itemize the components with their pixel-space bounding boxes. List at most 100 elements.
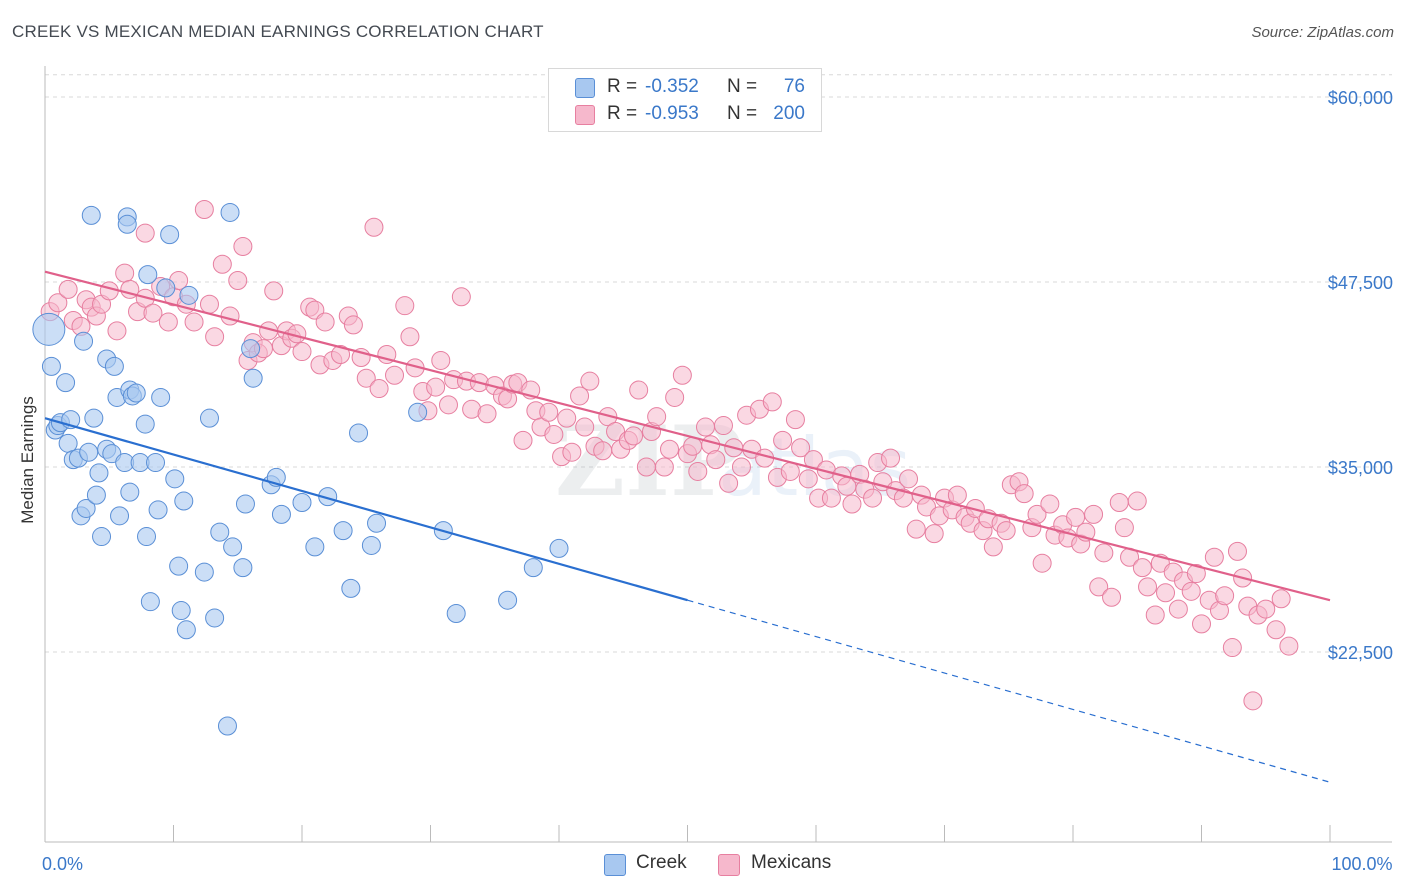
creek-point [194, 562, 214, 582]
mexicans-point [400, 327, 420, 347]
mexicans-point [58, 279, 78, 299]
mexicans-point [364, 217, 384, 237]
mexicans-point [233, 236, 253, 256]
mexicans-point [1145, 605, 1165, 625]
creek-point [84, 408, 104, 428]
creek-point [523, 558, 543, 578]
creek-point [169, 556, 189, 576]
x-tick-label: 0.0% [42, 854, 83, 874]
mexicans-point [1227, 541, 1247, 561]
mexicans-point [426, 377, 446, 397]
mexicans-point [731, 457, 751, 477]
mexicans-point [1222, 638, 1242, 658]
creek-trend-line [44, 417, 688, 602]
y-axis-title: Median Earnings [18, 396, 37, 524]
mexicans-point [881, 448, 901, 468]
mexicans-point [706, 450, 726, 470]
mexicans-point [1168, 599, 1188, 619]
mexicans-point [1215, 586, 1235, 606]
mexicans-point [557, 408, 577, 428]
mexicans-point [431, 350, 451, 370]
creek-point [220, 202, 240, 222]
mexicans-point [356, 368, 376, 388]
creek-point [110, 506, 130, 526]
y-tick-label: $47,500 [1328, 273, 1393, 293]
mexicans-point [1102, 587, 1122, 607]
mexicans-legend-label: Mexicans [751, 852, 832, 873]
mexicans-point [1132, 558, 1152, 578]
mexicans-r-value: -0.953 [645, 103, 699, 124]
mexicans-point [539, 402, 559, 422]
creek-point [292, 493, 312, 513]
mexicans-point [654, 457, 674, 477]
mexicans-point [593, 441, 613, 461]
creek-point [120, 482, 140, 502]
mexicans-point [624, 426, 644, 446]
mexicans-point [785, 410, 805, 430]
mexicans-point [395, 296, 415, 316]
mexicans-point [331, 345, 351, 365]
mexicans-point [385, 365, 405, 385]
mexicans-swatch [575, 105, 595, 125]
creek-point [408, 402, 428, 422]
creek-point [210, 522, 230, 542]
mexicans-point [205, 327, 225, 347]
mexicans-point [695, 417, 715, 437]
x-tick-label: 100.0% [1331, 854, 1392, 874]
mexicans-point [1181, 581, 1201, 601]
creek-point [233, 558, 253, 578]
creek-point [32, 312, 66, 346]
mexicans-point [184, 312, 204, 332]
creek-legend-label: Creek [636, 852, 687, 873]
creek-point [135, 414, 155, 434]
creek-point [140, 592, 160, 612]
mexicans-point [1204, 547, 1224, 567]
creek-r-value: -0.352 [645, 76, 699, 97]
mexicans-point [629, 380, 649, 400]
mexicans-n-label: N = [727, 103, 758, 124]
source-label: Source: ZipAtlas.com [1251, 24, 1394, 41]
tick-labels: $22,500 $35,000 $47,500 $60,000 0.0% 100.0% [42, 88, 1393, 874]
mexicans-point [1271, 589, 1291, 609]
mexicans-points [40, 199, 1299, 711]
mexicans-point [1186, 564, 1206, 584]
creek-point [89, 463, 109, 483]
mexicans-point [199, 294, 219, 314]
mexicans-point [842, 494, 862, 514]
creek-point [271, 504, 291, 524]
creek-point [137, 527, 157, 547]
mexicans-point [315, 312, 335, 332]
trend-lines [44, 270, 1331, 783]
mexicans-point [660, 439, 680, 459]
y-tick-label: $35,000 [1328, 458, 1393, 478]
creek-point [79, 442, 99, 462]
creek-point [235, 494, 255, 514]
creek-points [32, 202, 569, 736]
creek-point [498, 590, 518, 610]
creek-point [76, 498, 96, 518]
legend-row-creek: R = -0.352 N = 76 [549, 73, 821, 101]
mexicans-n-value: 200 [773, 103, 805, 124]
mexicans-point [996, 521, 1016, 541]
mexicans-point [791, 438, 811, 458]
mexicans-point [575, 417, 595, 437]
creek-point [151, 387, 171, 407]
mexicans-point [1243, 691, 1263, 711]
creek-point [156, 278, 176, 298]
mexicans-point [899, 469, 919, 489]
creek-point [56, 373, 76, 393]
creek-point [367, 513, 387, 533]
creek-point [199, 408, 219, 428]
creek-point [92, 527, 112, 547]
mexicans-point [513, 430, 533, 450]
mexicans-point [798, 469, 818, 489]
mexicans-point [562, 442, 582, 462]
creek-n-label: N = [727, 76, 758, 97]
creek-point [217, 716, 237, 736]
creek-legend-swatch [604, 854, 626, 876]
mexicans-point [719, 473, 739, 493]
mexicans-point [115, 263, 135, 283]
mexicans-point [48, 293, 68, 313]
mexicans-point [773, 430, 793, 450]
mexicans-point [1156, 583, 1176, 603]
